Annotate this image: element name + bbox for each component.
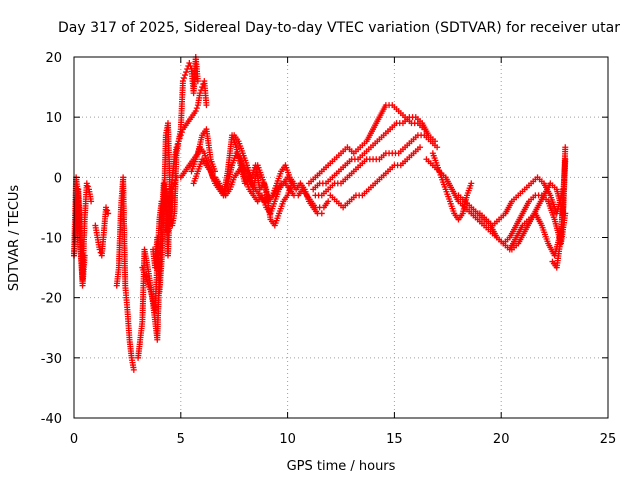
- x-tick-label: 5: [177, 432, 185, 447]
- data-point: [103, 204, 110, 211]
- y-tick-label: 10: [45, 111, 62, 126]
- data-point: [468, 180, 475, 187]
- data-point: [325, 198, 332, 205]
- data-point: [186, 60, 193, 67]
- x-tick-labels: 0 5 10 15 20 25: [70, 432, 616, 447]
- y-tick-label: -30: [41, 352, 62, 367]
- data-point: [193, 105, 200, 112]
- data-point: [197, 90, 204, 97]
- data-point: [183, 69, 190, 76]
- data-point: [84, 183, 91, 190]
- data-point: [194, 78, 201, 85]
- axis-ticks: [73, 56, 609, 419]
- chart-title: Day 317 of 2025, Sidereal Day-to-day VTE…: [58, 20, 620, 36]
- data-point: [562, 144, 569, 151]
- y-tick-label: 20: [45, 51, 62, 66]
- data-point: [81, 252, 88, 259]
- data-point: [83, 180, 90, 187]
- data-point: [181, 75, 188, 82]
- y-tick-label: -10: [41, 232, 62, 247]
- data-point: [417, 144, 424, 151]
- data-point: [179, 78, 186, 85]
- x-tick-label: 15: [386, 432, 403, 447]
- data-point: [88, 198, 95, 205]
- x-tick-label: 20: [493, 432, 510, 447]
- y-tick-labels: -40 -30 -20 -10 0 10 20: [41, 51, 62, 427]
- data-point: [434, 144, 441, 151]
- data-points: [71, 54, 569, 373]
- x-tick-label: 10: [279, 432, 296, 447]
- data-point: [291, 180, 298, 187]
- grid-lines: [74, 57, 608, 418]
- data-point: [558, 228, 565, 235]
- data-point: [105, 210, 112, 217]
- data-point: [104, 207, 111, 214]
- y-tick-label: -20: [41, 292, 62, 307]
- data-point: [130, 366, 137, 373]
- x-tick-label: 0: [70, 432, 78, 447]
- y-axis-label: SDTVAR / TECUs: [7, 185, 22, 292]
- data-point: [192, 108, 199, 115]
- y-tick-label: 0: [54, 171, 62, 186]
- data-point: [182, 72, 189, 79]
- data-point: [318, 210, 325, 217]
- y-tick-label: -40: [41, 412, 62, 427]
- x-axis-label: GPS time / hours: [287, 459, 396, 474]
- data-point: [203, 102, 210, 109]
- x-tick-label: 25: [600, 432, 617, 447]
- data-point: [171, 180, 178, 187]
